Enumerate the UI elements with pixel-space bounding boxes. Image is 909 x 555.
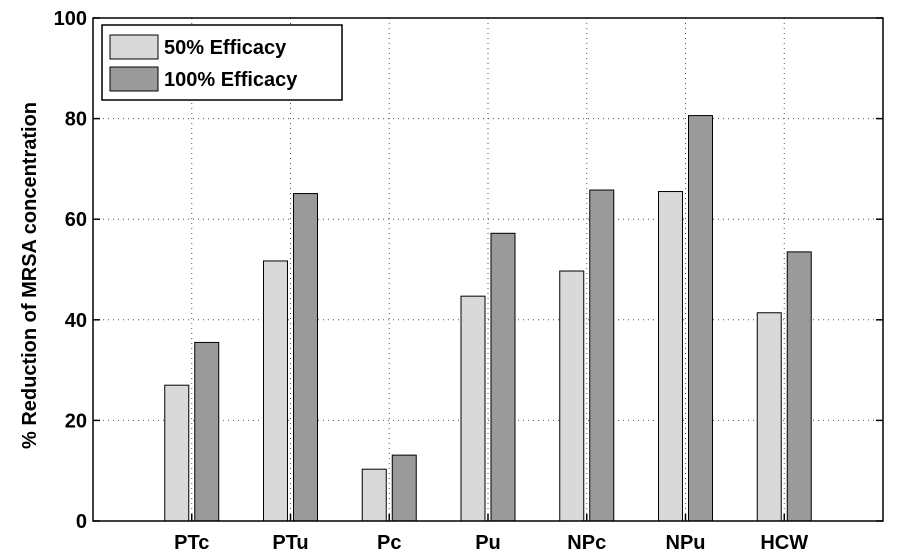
bar-Pc-2 [391, 454, 417, 522]
y-tick-label: 0 [76, 511, 87, 533]
y-tick-label: 80 [65, 109, 87, 131]
y-axis-ticks: 0 20 40 60 80 100 [54, 8, 883, 533]
y-tick-label: 60 [65, 209, 87, 231]
bar-PTu-2 [293, 193, 318, 522]
x-tick-label: PTc [174, 532, 209, 554]
bar-NPu-2 [688, 115, 713, 522]
y-tick-label: 100 [54, 8, 87, 30]
x-tick-label: HCW [760, 532, 808, 554]
x-tick-label: Pu [475, 532, 501, 554]
x-axis-ticks: PTc PTu Pc Pu NPc NPu HCW [174, 514, 808, 554]
bar-NPc-1 [559, 270, 585, 522]
bar-PTc-2 [194, 341, 220, 522]
legend-swatch-1 [109, 34, 159, 60]
x-tick-label: NPc [567, 532, 606, 554]
y-tick-label: 20 [65, 410, 87, 432]
bar-HCW-1 [756, 312, 782, 522]
bar-PTc-1 [164, 384, 190, 522]
bar-Pu-2 [490, 232, 516, 522]
bar-Pc-1 [361, 468, 387, 522]
bar-NPc-2 [589, 189, 615, 522]
x-tick-label: NPu [666, 532, 706, 554]
bar-HCW-2 [786, 251, 812, 522]
x-tick-label: PTu [272, 532, 308, 554]
y-tick-label: 40 [65, 310, 87, 332]
legend-swatch-2 [109, 66, 159, 92]
grid-lines [93, 18, 883, 521]
legend-label-2: 100% Efficacy [164, 69, 298, 91]
bar-Pu-1 [460, 295, 486, 522]
x-tick-label: Pc [377, 532, 401, 554]
bars-group [164, 115, 812, 522]
legend: 50% Efficacy 100% Efficacy [101, 24, 343, 101]
bar-PTu-1 [263, 260, 288, 522]
y-axis-label: % Reduction of MRSA concentration [19, 102, 41, 449]
legend-label-1: 50% Efficacy [164, 37, 287, 59]
bar-NPu-1 [658, 191, 683, 522]
